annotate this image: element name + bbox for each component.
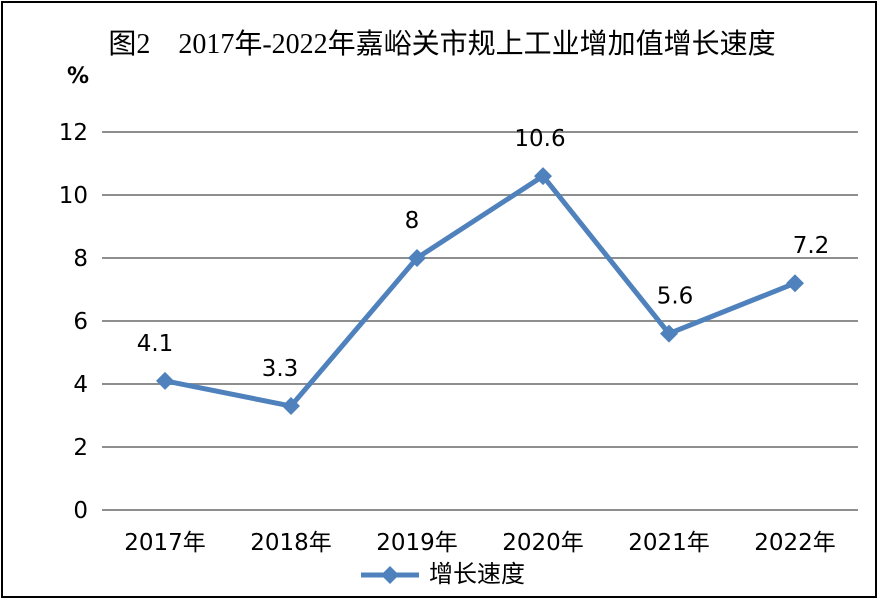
chart-title: 图2 2017年-2022年嘉峪关市规上工业增加值增长速度 [108, 29, 776, 60]
legend-series-label: 增长速度 [429, 562, 525, 588]
x-axis-label: 2020年 [502, 530, 584, 556]
data-point-label: 8 [405, 208, 420, 234]
data-point-label: 7.2 [793, 233, 830, 259]
y-axis-tick-label: 0 [73, 498, 88, 524]
data-point-marker [660, 324, 678, 343]
data-point-marker [534, 167, 552, 186]
data-point-label: 10.6 [514, 126, 565, 152]
x-axis-label: 2021年 [628, 530, 710, 556]
y-axis-tick-label: 8 [73, 246, 88, 272]
data-point-marker [408, 249, 426, 267]
data-point-label: 4.1 [137, 331, 174, 357]
growth-rate-line [162, 173, 798, 409]
data-point-marker [156, 371, 174, 390]
data-point-label: 5.6 [657, 284, 694, 310]
legend-diamond-line-icon [361, 566, 419, 584]
data-point-marker [282, 397, 300, 416]
y-axis-tick-label: 12 [59, 120, 88, 146]
y-axis-tick-label: 2 [73, 435, 88, 461]
x-axis-label: 2022年 [754, 530, 836, 556]
chart-legend: 增长速度 [0, 563, 884, 587]
y-axis-tick-label: 4 [73, 372, 88, 398]
y-axis-tick-label: 6 [73, 309, 88, 335]
data-point-marker [786, 274, 804, 293]
y-axis-tick-label: 10 [59, 183, 88, 209]
y-axis-unit-label: % [66, 64, 90, 89]
x-axis-label: 2018年 [250, 530, 332, 556]
data-point-label: 3.3 [262, 356, 299, 382]
x-axis-label: 2017年 [124, 530, 206, 556]
x-axis-label: 2019年 [376, 530, 458, 556]
